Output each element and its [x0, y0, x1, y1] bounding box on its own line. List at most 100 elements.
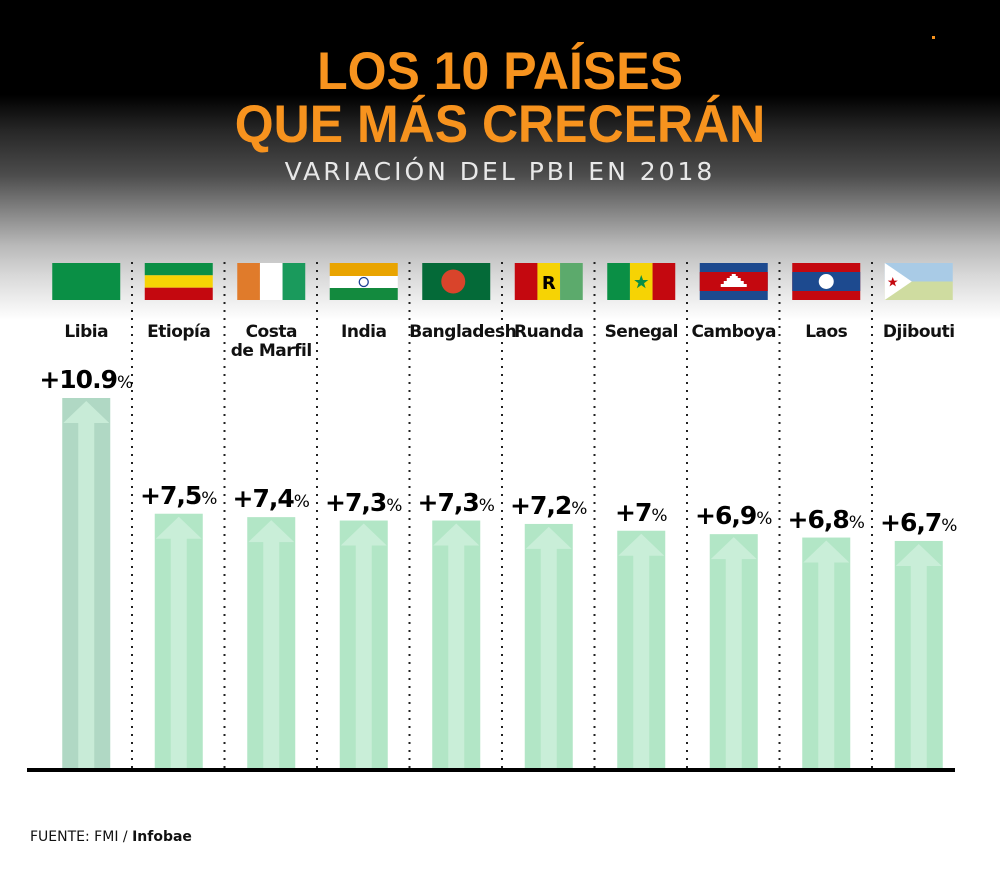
star-icon	[634, 275, 649, 289]
chart-title-line2: QUE MÁS CRECERÁN	[234, 94, 766, 154]
flag-stripe	[144, 275, 213, 288]
data-label-unit: %	[571, 498, 588, 519]
decorative-dot	[932, 36, 935, 39]
up-arrow-icon	[63, 401, 110, 769]
category-label-line: Costa	[245, 322, 298, 342]
data-label-value: +7,5	[140, 480, 202, 510]
up-arrow-icon	[340, 523, 387, 769]
category-label: Ruanda	[502, 323, 596, 342]
up-arrow-icon	[248, 520, 295, 769]
category-label: India	[317, 323, 411, 342]
flag-stripe	[144, 263, 213, 276]
up-arrow-icon	[895, 543, 942, 769]
flag-cambodia-icon	[699, 263, 768, 300]
flag-stripe	[652, 263, 676, 300]
data-label-value: +7	[615, 497, 652, 527]
data-label-unit: %	[651, 505, 668, 526]
data-label-unit: %	[201, 488, 218, 509]
category-label-line: Camboya	[691, 322, 777, 342]
category-label-line: Libia	[64, 322, 109, 342]
category-label: Bangladesh	[409, 322, 517, 342]
source-label: FUENTE: FMI /	[30, 829, 133, 845]
flag-libya-icon	[52, 263, 121, 300]
data-label: +7,2%	[499, 491, 599, 520]
data-label-unit: %	[941, 515, 958, 536]
flag-disc	[441, 269, 466, 294]
category-label: Senegal	[594, 323, 688, 342]
flag-stripe	[560, 263, 583, 300]
category-label: Etiopía	[132, 323, 226, 342]
up-arrow-icon	[618, 533, 665, 769]
flag-stripe	[514, 263, 538, 300]
chart-title-line1: LOS 10 PAÍSES	[317, 41, 683, 101]
star-icon	[887, 277, 898, 287]
flag-ivory-coast-icon	[237, 263, 306, 300]
data-label-value: +6,7	[880, 507, 942, 537]
flag-letter-r: R	[542, 273, 556, 294]
data-label: +7,3%	[314, 488, 414, 517]
data-label: +10.9%	[36, 365, 136, 394]
data-label-unit: %	[116, 373, 134, 393]
flag-field	[52, 263, 121, 300]
up-arrow-icon	[155, 516, 202, 769]
data-label-value: +7,4	[232, 484, 295, 514]
flag-stripe	[537, 263, 561, 300]
flag-disc	[818, 274, 834, 289]
data-label-value: +6,8	[787, 504, 850, 534]
source-footer: FUENTE: FMI / Infobae	[30, 829, 192, 845]
category-label-line: Senegal	[604, 322, 679, 342]
flag-stripe	[237, 263, 260, 300]
flag-stripe	[282, 263, 306, 300]
category-label: Costa de Marfil	[224, 323, 318, 361]
flag-stripe	[329, 288, 398, 300]
up-arrow-icon	[433, 523, 480, 769]
flag-djibouti-icon	[884, 263, 953, 300]
flag-senegal-icon	[607, 263, 676, 300]
category-label-line: Etiopía	[147, 322, 211, 342]
flag-triangle	[884, 263, 912, 300]
category-label: Camboya	[687, 323, 781, 342]
data-label: +7%	[591, 498, 691, 527]
data-label-value: +7,3	[325, 487, 387, 517]
category-label-line: Bangladesh	[409, 322, 517, 342]
category-label-line: Laos	[805, 322, 848, 342]
category-label: Laos	[779, 323, 873, 342]
data-label-unit: %	[848, 512, 865, 533]
data-label: +6,9%	[684, 501, 784, 530]
flag-rwanda-icon: R	[514, 263, 583, 300]
up-arrow-icon	[803, 540, 850, 769]
data-label: +7,5%	[129, 481, 229, 510]
flag-ethiopia-icon	[144, 263, 213, 300]
up-arrow-icon	[525, 526, 572, 769]
category-label: Libia	[39, 323, 133, 342]
category-label-line: Ruanda	[514, 322, 584, 342]
flag-stripe	[607, 263, 630, 300]
data-label-unit: %	[386, 495, 403, 516]
data-label: +7,4%	[221, 484, 321, 513]
ashoka-chakra-icon	[358, 276, 369, 288]
data-label: +7,3%	[406, 488, 506, 517]
data-label-value: +6,9	[695, 501, 757, 531]
flag-india-icon	[329, 263, 398, 300]
flag-stripe	[329, 276, 398, 288]
data-label-unit: %	[756, 509, 773, 530]
data-label: +6,8%	[776, 505, 876, 534]
data-label-value: +7,3	[417, 487, 480, 517]
data-label-unit: %	[478, 495, 495, 516]
angkor-wat-icon	[720, 274, 747, 287]
category-label: Djibouti	[872, 323, 966, 342]
category-label-line: Djibouti	[882, 322, 955, 342]
category-label-line: India	[341, 322, 387, 342]
source-brand: Infobae	[132, 829, 192, 845]
data-label-value: +10.9	[39, 365, 118, 394]
data-label-value: +7,2	[510, 490, 572, 520]
flag-laos-icon	[792, 263, 861, 300]
category-label-line: de Marfil	[230, 341, 312, 361]
up-arrow-icon	[710, 537, 757, 769]
data-label-unit: %	[293, 492, 310, 513]
data-label: +6,7%	[869, 508, 969, 537]
flag-stripe	[259, 263, 283, 300]
x-axis-baseline	[27, 768, 955, 772]
chart-subtitle: VARIACIÓN DEL PBI EN 2018	[284, 157, 716, 186]
